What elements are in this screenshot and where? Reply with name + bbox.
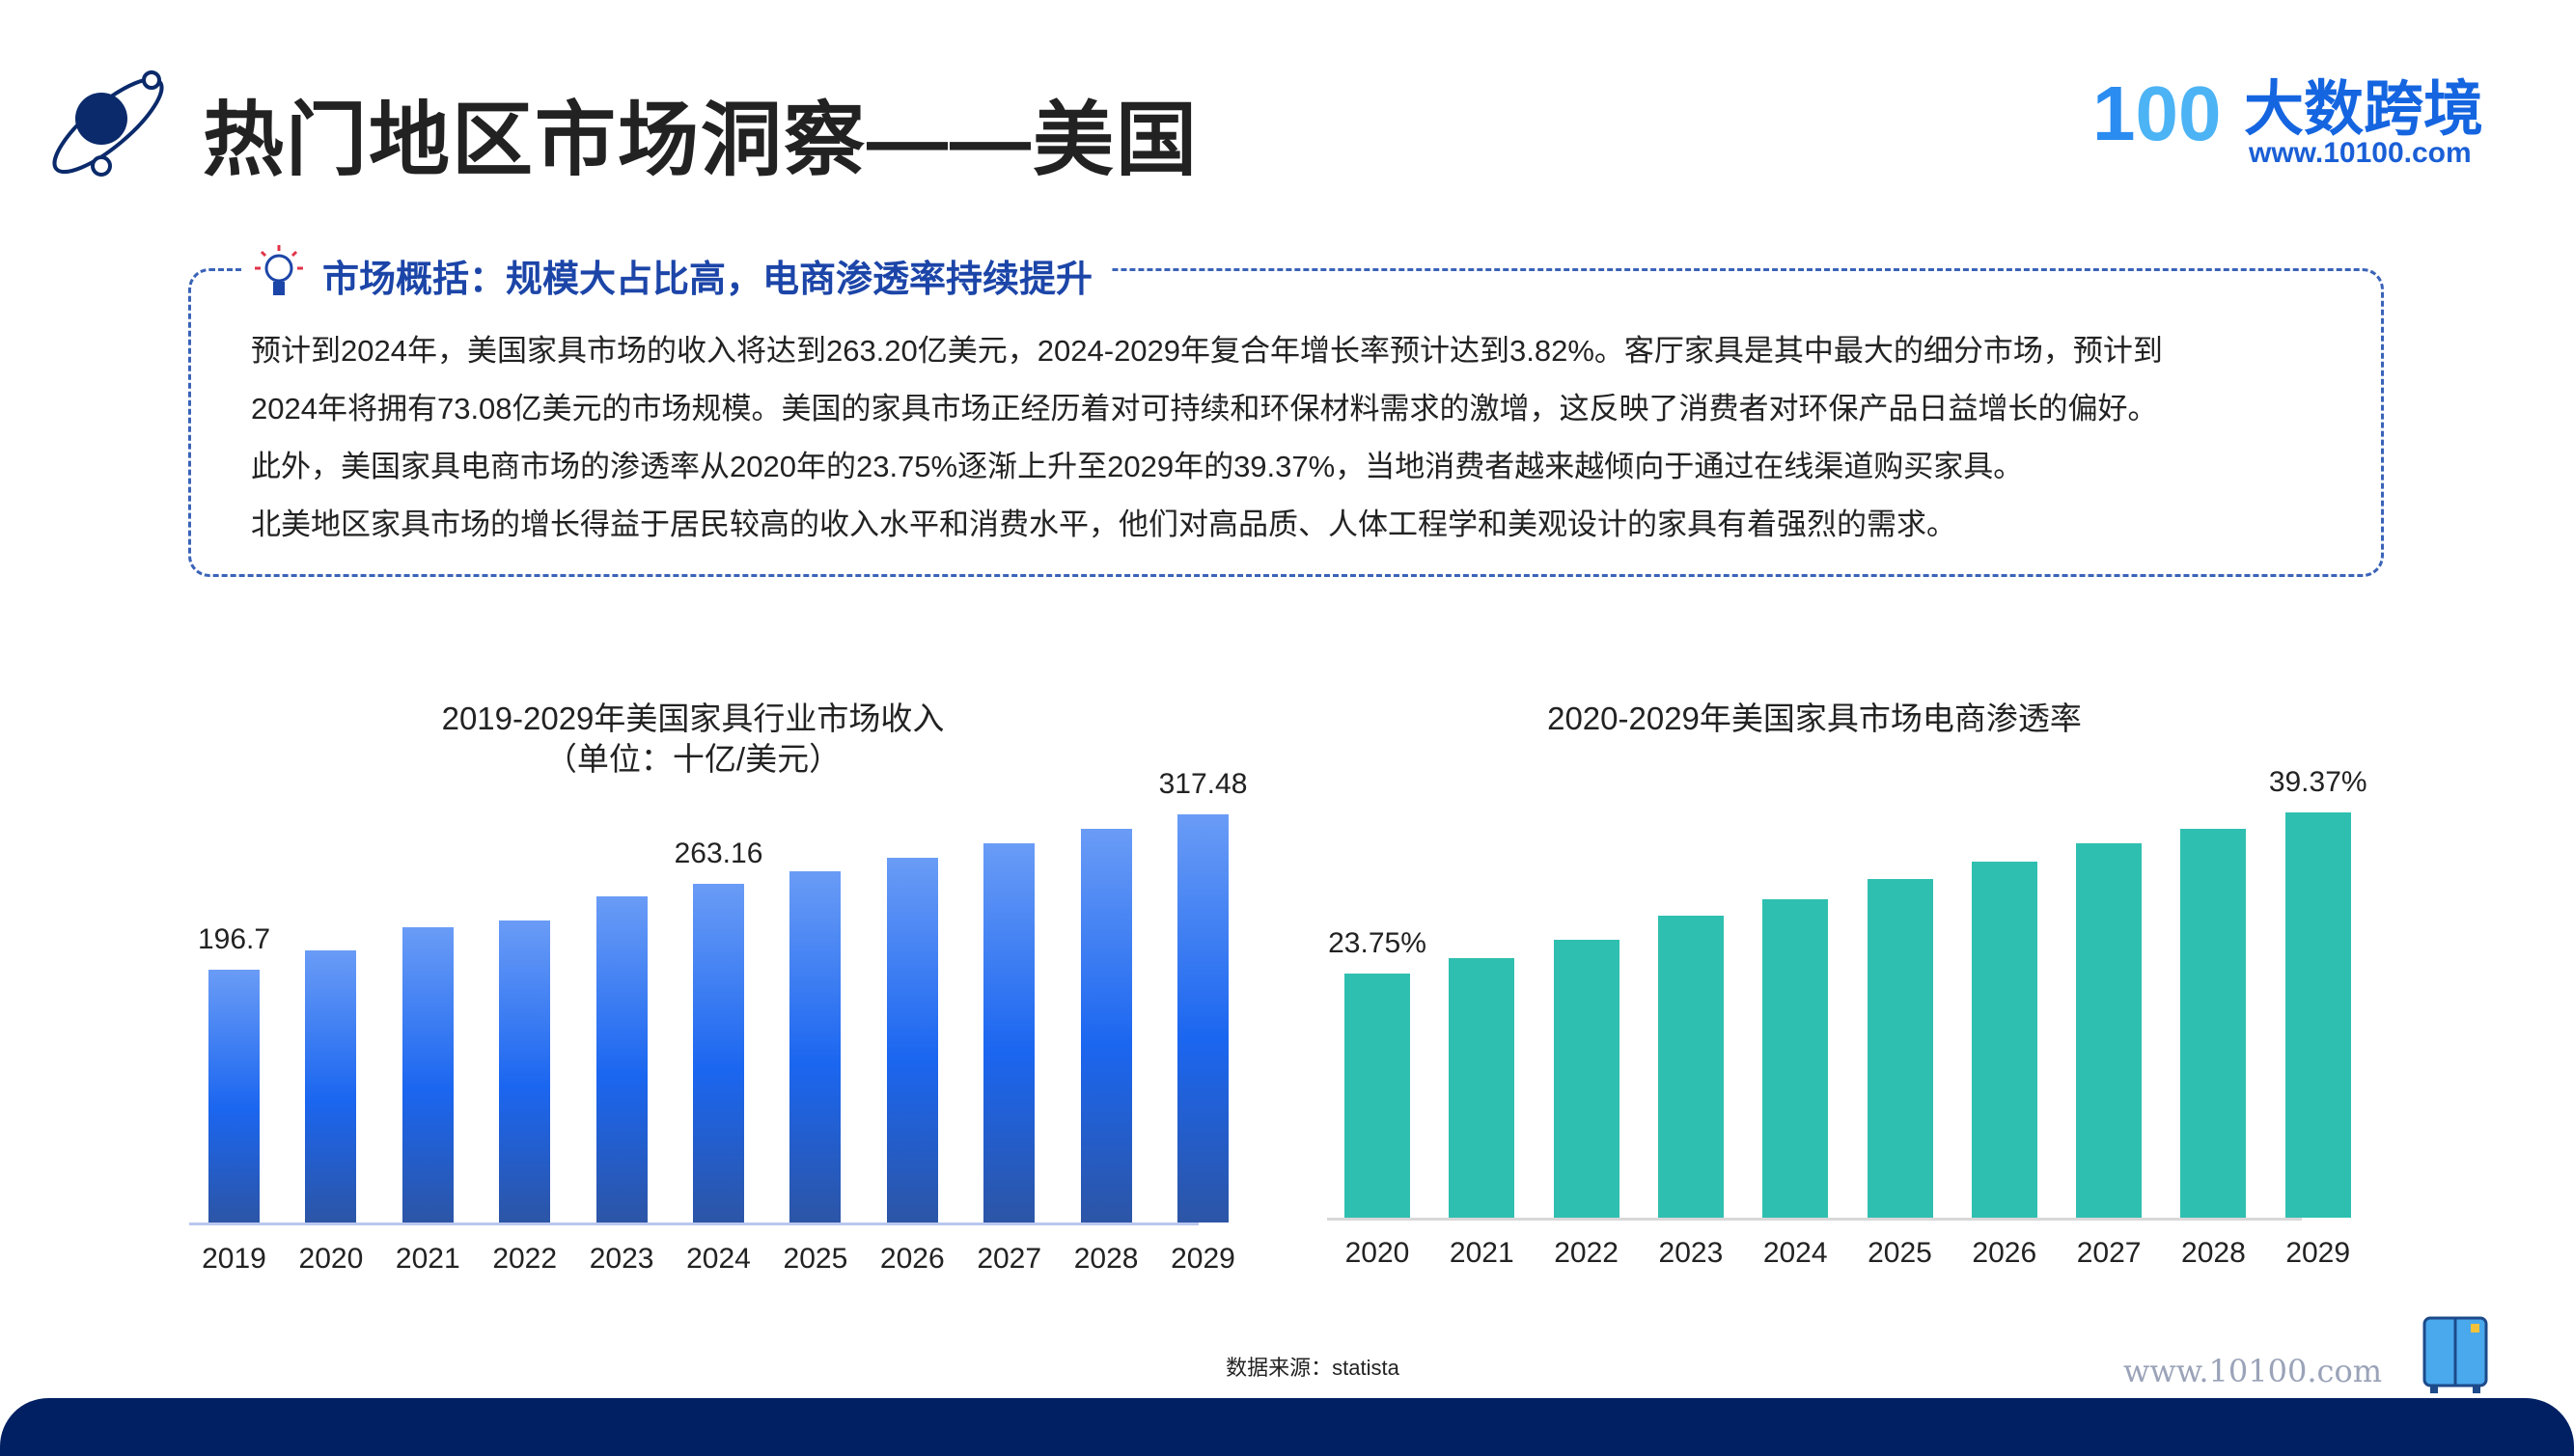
chart2-bar-2022 <box>1553 940 1619 1218</box>
chart2-bar-2020 <box>1344 973 1410 1218</box>
chart2-data-label: 39.37% <box>2268 765 2367 798</box>
planet-icon <box>43 66 174 191</box>
chart2-tick-label: 2023 <box>1658 1237 1724 1269</box>
watermark-url: www.10100.com <box>2123 1353 2383 1389</box>
chart1-bar-2020 <box>305 949 357 1222</box>
overview-heading: 市场概括：规模大占比高，电商渗透率持续提升 <box>241 243 1111 307</box>
chart2-bar-2025 <box>1867 878 1933 1218</box>
chart2-bar-2029 <box>2284 811 2351 1218</box>
footer-band <box>0 1398 2574 1456</box>
chart2-tick-label: 2020 <box>1344 1237 1410 1269</box>
overview-box <box>188 268 2384 577</box>
chart2-bar-2021 <box>1449 958 1515 1218</box>
overview-line: 北美地区家具市场的增长得益于居民较高的收入水平和消费水平，他们对高品质、人体工程… <box>251 508 1956 541</box>
chart1-tick-label: 2029 <box>1171 1243 1235 1275</box>
chart1-tick-label: 2019 <box>202 1243 266 1275</box>
chart1-tick-label: 2024 <box>686 1243 751 1275</box>
page-title: 热门地区市场洞察——美国 <box>203 95 1200 185</box>
lightbulb-icon <box>255 245 303 295</box>
chart2-tick-label: 2024 <box>1762 1237 1828 1269</box>
chart2-tick-label: 2028 <box>2181 1237 2246 1269</box>
chart1-subtitle: （单位：十亿/美元） <box>544 741 842 777</box>
chart1-bar-2019 <box>208 969 260 1222</box>
logo-url: www.10100.com <box>2249 137 2472 169</box>
chart1-data-label: 317.48 <box>1158 768 1248 801</box>
chart1-tick-label: 2022 <box>492 1243 558 1275</box>
chart1-bar-2028 <box>1080 828 1132 1222</box>
chart2-bar-2023 <box>1657 916 1724 1218</box>
chart2-bar-2028 <box>2180 828 2247 1218</box>
chart1-bar-2026 <box>886 858 938 1222</box>
chart2-data-label: 23.75% <box>1328 926 1426 959</box>
chart2-x-axis <box>1327 1218 2302 1221</box>
chart2-tick-label: 2026 <box>1972 1237 2037 1269</box>
data-source: 数据来源：statista <box>1226 1356 1399 1380</box>
chart1-bar-2024 <box>693 884 744 1222</box>
chart1-bar-2022 <box>499 920 551 1222</box>
chart1-bar-2027 <box>983 843 1036 1222</box>
chart1-bar-2029 <box>1177 814 1229 1222</box>
chart1-tick-label: 2027 <box>977 1243 1042 1275</box>
chart2-tick-label: 2022 <box>1554 1237 1619 1269</box>
overview-line: 预计到2024年，美国家具市场的收入将达到263.20亿美元，2024-2029… <box>251 334 2163 368</box>
chart1-tick-label: 2025 <box>783 1243 848 1275</box>
chart2-bar-2026 <box>1971 861 2037 1218</box>
chart2-tick-label: 2025 <box>1868 1237 1932 1269</box>
chart2-tick-label: 2021 <box>1449 1237 1514 1269</box>
chart1-tick-label: 2021 <box>395 1243 460 1275</box>
chart2-bar-2027 <box>2076 842 2143 1218</box>
chart2-tick-label: 2027 <box>2076 1237 2142 1269</box>
logo-mark-icon: 100 <box>2092 70 2222 156</box>
chart2-tick-label: 2029 <box>2285 1237 2351 1269</box>
overview-line: 此外，美国家具电商市场的渗透率从2020年的23.75%逐渐上升至2029年的3… <box>251 450 2024 483</box>
chart1-tick-label: 2023 <box>589 1243 654 1275</box>
chart2-title: 2020-2029年美国家具市场电商渗透率 <box>1547 701 2082 736</box>
chart1-bar-2025 <box>789 871 842 1222</box>
chart1-tick-label: 2020 <box>298 1243 364 1275</box>
overview-heading-text: 市场概括：规模大占比高，电商渗透率持续提升 <box>322 259 1093 300</box>
chart1-title: 2019-2029年美国家具行业市场收入 <box>441 701 945 736</box>
chart1-tick-label: 2028 <box>1073 1243 1139 1275</box>
logo-text: 大数跨境 <box>2244 76 2484 143</box>
overview-line: 2024年将拥有73.08亿美元的市场规模。美国的家具市场正经历着对可持续和环保… <box>251 392 2158 426</box>
chart1-x-axis <box>189 1222 1199 1225</box>
chart1-bar-2021 <box>401 926 454 1222</box>
chart1-tick-label: 2026 <box>879 1243 945 1275</box>
fridge-icon <box>2421 1314 2490 1400</box>
chart1-data-label: 196.7 <box>197 922 271 955</box>
chart1-bar-2023 <box>595 895 648 1222</box>
chart2-bar-2024 <box>1762 899 1829 1218</box>
chart1-data-label: 263.16 <box>674 838 763 870</box>
